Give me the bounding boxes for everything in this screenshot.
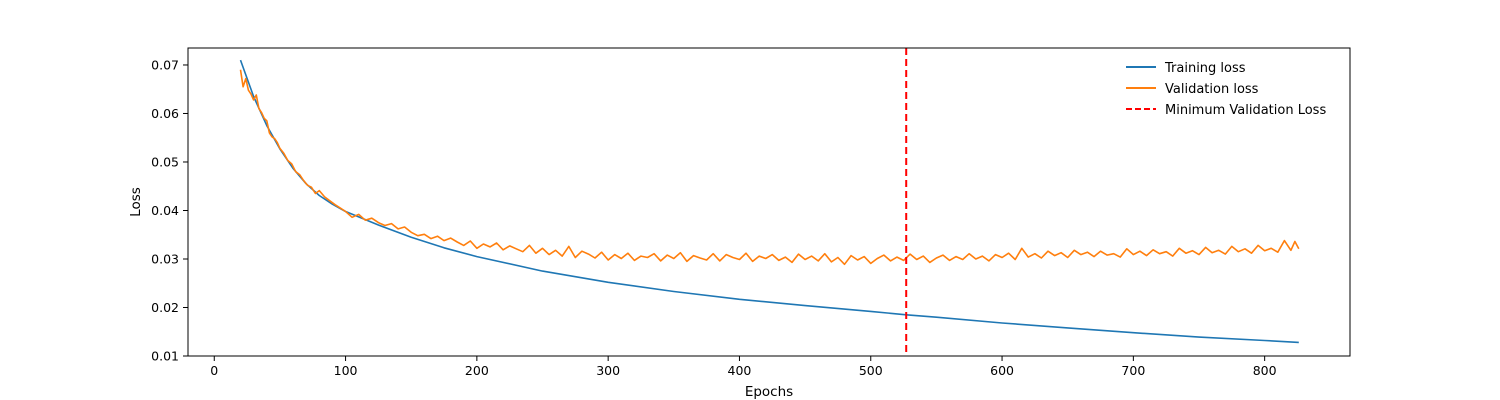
y-tick-label: 0.06 (151, 106, 179, 121)
x-axis-label: Epochs (745, 384, 793, 400)
x-tick-label: 300 (596, 363, 620, 378)
x-tick-label: 400 (728, 363, 752, 378)
y-tick-label: 0.07 (151, 57, 179, 72)
training-loss-line (239, 59, 1299, 344)
x-axis-ticks: 0 100 200 300 400 500 600 700 800 (210, 356, 1277, 378)
legend-label: Minimum Validation Loss (1165, 103, 1326, 118)
y-tick-label: 0.04 (151, 203, 179, 218)
x-tick-label: 200 (465, 363, 489, 378)
x-tick-label: 800 (1253, 363, 1277, 378)
y-tick-label: 0.05 (151, 154, 179, 169)
x-tick-label: 700 (1121, 363, 1145, 378)
y-tick-label: 0.03 (151, 251, 179, 266)
x-tick-label: 0 (210, 363, 218, 378)
x-tick-label: 600 (990, 363, 1014, 378)
axes-frame (187, 47, 1351, 357)
y-tick-label: 0.01 (151, 349, 179, 364)
legend: Training loss Validation loss Minimum Vali… (1126, 61, 1326, 118)
y-axis-ticks: 0.01 0.02 0.03 0.04 0.05 0.06 0.07 (151, 57, 188, 364)
x-tick-label: 100 (334, 363, 358, 378)
x-tick-label: 500 (859, 363, 883, 378)
y-axis-label: Loss (128, 187, 144, 217)
validation-loss-line (239, 69, 1300, 266)
y-tick-label: 0.02 (151, 300, 179, 315)
legend-label: Training loss (1164, 61, 1246, 76)
plot-lines (239, 48, 1300, 356)
legend-label: Validation loss (1165, 82, 1259, 97)
plot-frame (187, 47, 1351, 357)
